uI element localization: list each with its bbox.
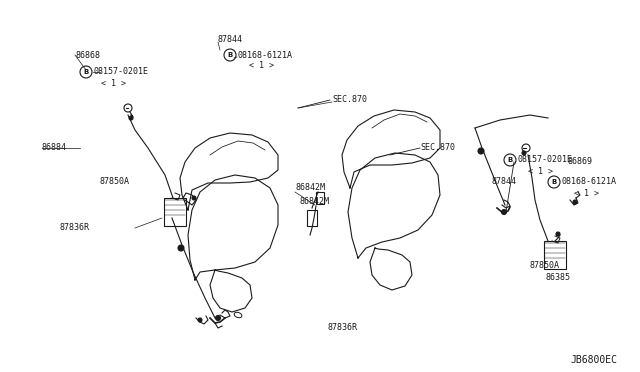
Circle shape bbox=[192, 196, 196, 200]
Circle shape bbox=[216, 315, 221, 321]
Circle shape bbox=[522, 151, 526, 155]
Text: 86868: 86868 bbox=[75, 51, 100, 60]
Circle shape bbox=[504, 154, 516, 166]
Text: 08168-6121A: 08168-6121A bbox=[237, 51, 292, 60]
Text: 86869: 86869 bbox=[568, 157, 593, 167]
Text: B: B bbox=[83, 69, 88, 75]
Bar bbox=[164, 198, 186, 226]
Text: 87844: 87844 bbox=[218, 35, 243, 45]
Circle shape bbox=[573, 200, 577, 204]
Text: 08157-0201E: 08157-0201E bbox=[93, 67, 148, 77]
Bar bbox=[544, 241, 566, 269]
Text: < 1 >: < 1 > bbox=[574, 189, 599, 199]
Text: 87836R: 87836R bbox=[328, 324, 358, 333]
Text: B: B bbox=[508, 157, 513, 163]
Text: B: B bbox=[227, 52, 232, 58]
Circle shape bbox=[198, 318, 202, 322]
Text: 86385: 86385 bbox=[545, 273, 570, 282]
Circle shape bbox=[80, 66, 92, 78]
Text: B: B bbox=[552, 179, 557, 185]
Circle shape bbox=[502, 209, 506, 215]
Circle shape bbox=[556, 232, 560, 236]
Text: < 1 >: < 1 > bbox=[101, 78, 126, 87]
Circle shape bbox=[522, 144, 530, 152]
Circle shape bbox=[178, 245, 184, 251]
Text: < 1 >: < 1 > bbox=[528, 167, 553, 176]
Text: 87844: 87844 bbox=[492, 177, 517, 186]
Text: 08157-0201E: 08157-0201E bbox=[518, 155, 573, 164]
Text: 86842M: 86842M bbox=[300, 198, 330, 206]
Text: < 1 >: < 1 > bbox=[249, 61, 274, 71]
Text: SEC.870: SEC.870 bbox=[420, 144, 455, 153]
Text: 86884: 86884 bbox=[42, 144, 67, 153]
Circle shape bbox=[224, 49, 236, 61]
Circle shape bbox=[548, 176, 560, 188]
Text: SEC.870: SEC.870 bbox=[332, 96, 367, 105]
Circle shape bbox=[124, 104, 132, 112]
Bar bbox=[316, 192, 324, 204]
Bar bbox=[307, 210, 317, 226]
Text: 87850A: 87850A bbox=[100, 177, 130, 186]
Ellipse shape bbox=[234, 312, 242, 318]
Text: 87836R: 87836R bbox=[60, 224, 90, 232]
Circle shape bbox=[129, 116, 133, 120]
Text: 87850A: 87850A bbox=[530, 260, 560, 269]
Text: JB6800EC: JB6800EC bbox=[570, 355, 617, 365]
Text: 86842M: 86842M bbox=[295, 183, 325, 192]
Text: 08168-6121A: 08168-6121A bbox=[562, 177, 617, 186]
Circle shape bbox=[478, 148, 484, 154]
